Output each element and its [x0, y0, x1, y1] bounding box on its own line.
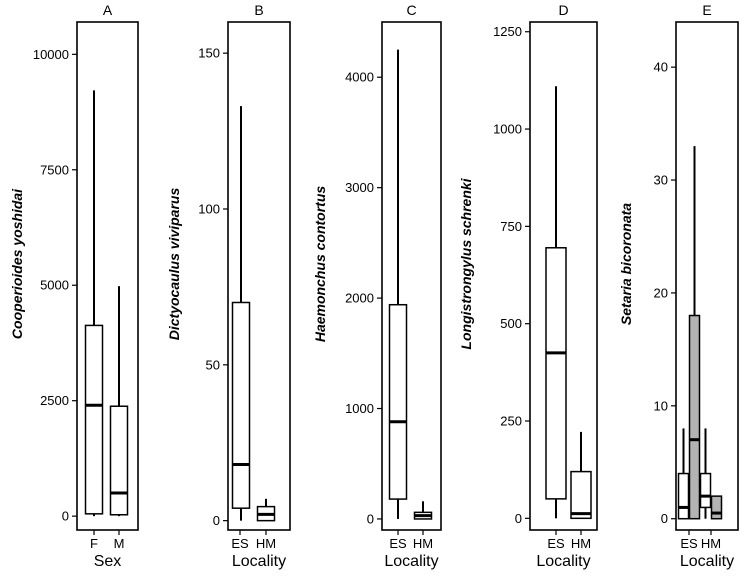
plot-frame	[675, 21, 739, 531]
box-hm	[413, 501, 433, 520]
panel-d: D 0 250 500 750 1000 1250 Longistrongylus schre…	[458, 2, 598, 570]
x-tick-label: ES	[680, 536, 698, 551]
y-tick-label: 20	[654, 285, 668, 300]
x-tick-label: ES	[231, 536, 249, 551]
box-iqr	[545, 247, 567, 500]
box-iqr	[388, 303, 408, 500]
y-tick-label: 5000	[40, 278, 69, 293]
y-tick-label: 4000	[345, 70, 374, 85]
y-tick-label: 7500	[40, 162, 69, 177]
y-tick-label: 30	[654, 173, 668, 188]
x-tick-label: M	[114, 536, 125, 551]
panel-title: C	[406, 2, 416, 18]
y-tick-label: 40	[654, 60, 668, 75]
y-tick-label: 0	[515, 511, 522, 526]
x-tick-label: HM	[571, 536, 591, 551]
y-axis-label: Dictyocaulus viviparus	[166, 188, 182, 341]
panel-title: B	[254, 2, 263, 18]
y-tick-label: 0	[367, 511, 374, 526]
y-tick-label: 1000	[345, 401, 374, 416]
panel-title: A	[103, 2, 113, 18]
plot-frame	[529, 21, 598, 531]
box-es	[388, 49, 408, 519]
y-tick-label: 2500	[40, 393, 69, 408]
y-axis-label: Haemonchus contortus	[312, 186, 328, 343]
box-iqr	[677, 472, 690, 520]
y-tick-label: 1000	[493, 122, 522, 137]
y-tick-label: 10000	[33, 47, 69, 62]
y-tick-label: 0	[213, 513, 220, 528]
y-tick-label: 1250	[493, 24, 522, 39]
box-m	[109, 286, 129, 517]
x-axis-label: Locality	[680, 553, 734, 570]
box-es	[545, 86, 567, 519]
y-axis-label: Longistrongylus schrenki	[458, 177, 474, 349]
y-tick-label: 0	[661, 511, 668, 526]
y-tick-label: 500	[500, 316, 522, 331]
box-iqr	[84, 324, 104, 515]
box-hm	[256, 498, 276, 522]
x-axis-label: Sex	[94, 553, 122, 570]
x-tick-label: HM	[413, 536, 433, 551]
panel-a: A 0 2500 5000 7500 10000 Cooperioides yoshidai…	[9, 2, 139, 570]
y-tick-label: 150	[198, 46, 220, 61]
y-axis-label: Cooperioides yoshidai	[9, 188, 25, 339]
plot-frame	[227, 21, 291, 531]
box-hm	[699, 428, 712, 519]
box-hm	[710, 495, 723, 520]
y-tick-label: 2000	[345, 291, 374, 306]
y-tick-label: 3000	[345, 180, 374, 195]
y-tick-label: 10	[654, 398, 668, 413]
x-tick-label: HM	[701, 536, 721, 551]
y-tick-label: 250	[500, 414, 522, 429]
box-hm	[570, 431, 592, 520]
x-tick-label: ES	[389, 536, 407, 551]
box-es	[677, 428, 690, 520]
panel-title: D	[558, 2, 568, 18]
box-es	[231, 106, 251, 521]
box-iqr	[688, 314, 701, 520]
x-tick-label: F	[90, 536, 98, 551]
x-tick-label: ES	[547, 536, 565, 551]
box-iqr	[710, 495, 723, 520]
panel-c: C 0 1000 2000 3000 4000 Haemonchus contortus ES…	[312, 2, 442, 570]
y-tick-label: 0	[62, 509, 69, 524]
y-tick-label: 750	[500, 219, 522, 234]
box-iqr	[699, 472, 712, 509]
x-axis-label: Locality	[232, 553, 286, 570]
x-tick-label: HM	[256, 536, 276, 551]
box-f	[84, 90, 104, 517]
plot-frame	[76, 21, 139, 531]
y-axis-label: Setaria bicoronata	[618, 203, 634, 325]
panel-e: E 0 10 20 30 40 Setaria bicoronata ES HM Locality	[618, 2, 739, 570]
x-axis-label: Locality	[384, 553, 438, 570]
y-tick-label: 100	[198, 201, 220, 216]
box-iqr	[570, 470, 592, 520]
y-tick-label: 50	[206, 357, 220, 372]
box-es	[688, 146, 701, 520]
x-axis-label: Locality	[536, 553, 590, 570]
panel-title: E	[702, 2, 711, 18]
box-iqr	[109, 405, 129, 516]
panel-b: B 0 50 100 150 Dictyocaulus viviparus ES HM Loca…	[166, 2, 291, 570]
box-iqr	[231, 301, 251, 509]
plot-frame	[381, 21, 442, 531]
